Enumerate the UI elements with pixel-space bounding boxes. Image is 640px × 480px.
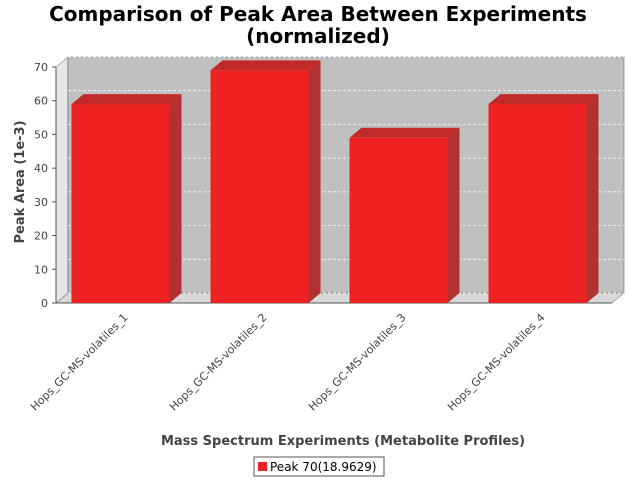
y-tick-label: 20 — [34, 230, 48, 243]
bar-top — [71, 94, 182, 105]
y-tick-label: 0 — [41, 297, 48, 310]
legend-swatch — [258, 462, 267, 471]
bar-side — [447, 127, 460, 303]
y-tick-label: 40 — [34, 162, 48, 175]
x-tick-label: Hops_GC-MS-volatiles_4 — [445, 311, 548, 414]
y-tick-label: 30 — [34, 196, 48, 209]
x-tick-label: Hops_GC-MS-volatiles_1 — [28, 311, 131, 414]
y-tick-label: 60 — [34, 95, 48, 108]
x-tick-label: Hops_GC-MS-volatiles_3 — [306, 311, 409, 414]
chart-subtitle: (normalized) — [246, 24, 390, 48]
bar-side — [169, 94, 182, 303]
bar-top — [488, 94, 599, 105]
y-tick-label: 70 — [34, 61, 48, 74]
bar — [71, 104, 170, 303]
chart-title: Comparison of Peak Area Between Experime… — [49, 2, 587, 26]
bar — [349, 137, 448, 303]
x-tick-label: Hops_GC-MS-volatiles_2 — [167, 311, 270, 414]
bar — [488, 104, 587, 303]
left-wall — [55, 56, 69, 304]
bar — [210, 70, 309, 303]
legend: Peak 70(18.9629) — [253, 456, 385, 477]
y-tick-label: 50 — [34, 128, 48, 141]
bar-side — [586, 94, 599, 303]
legend-box — [253, 456, 385, 477]
y-tick-label: 10 — [34, 263, 48, 276]
bar-top — [210, 60, 321, 71]
x-axis-label: Mass Spectrum Experiments (Metabolite Pr… — [161, 434, 525, 449]
plot-area: 0 10 20 30 40 50 60 70 Hops_GC-MS-volatiles_1 Hop… — [28, 56, 625, 414]
bar-top — [349, 127, 460, 138]
bar-side — [308, 60, 321, 303]
legend-entry: Peak 70(18.9629) — [270, 460, 377, 474]
y-axis-label: Peak Area (1e-3) — [13, 120, 28, 243]
